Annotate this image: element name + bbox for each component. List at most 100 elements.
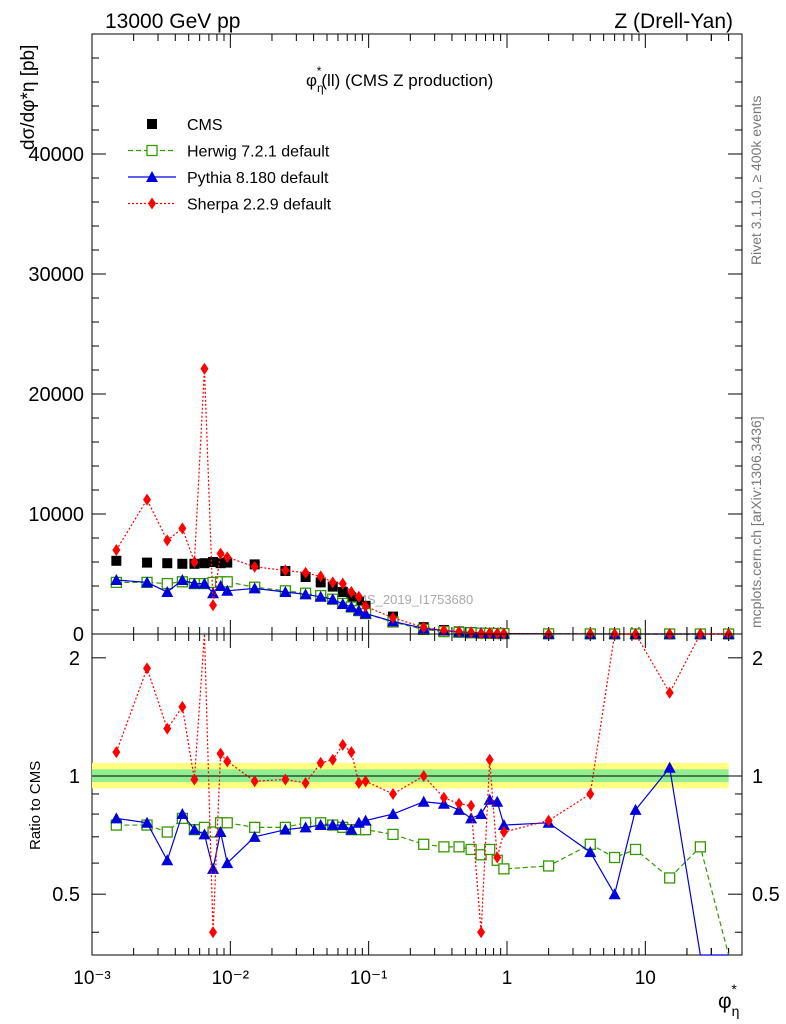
ratio-point — [586, 787, 595, 800]
ratio-point — [359, 814, 372, 826]
data-point — [316, 570, 325, 583]
plot-title: φη *(ll) (CMS Z production) — [306, 64, 493, 95]
data-point — [200, 362, 209, 375]
ratio-point — [608, 888, 621, 900]
y-tick-label: 0.5 — [52, 884, 80, 906]
ratio-point — [207, 862, 220, 874]
ratio-point — [584, 846, 597, 858]
ratio-point — [250, 775, 259, 788]
rivet-label: Rivet 3.1.10, ≥ 400k events — [748, 95, 764, 265]
legend-label: Herwig 7.2.1 default — [187, 144, 330, 161]
ratio-point — [664, 872, 676, 884]
main-ylabel: dσ/dφ*η [pb] — [18, 45, 39, 150]
data-point — [208, 557, 219, 567]
ratio-point — [190, 773, 199, 786]
data-point — [176, 574, 189, 585]
data-point — [301, 566, 310, 579]
ratio-point — [345, 823, 358, 835]
ratio-point — [279, 823, 292, 835]
legend-label: CMS — [187, 117, 223, 134]
y-tick-label: 40000 — [28, 144, 84, 166]
ratio-panel: 10⁻³ 10⁻² 10⁻¹ 1 10 0.5 0.5 1 1 2 2 Ratio to CMS φ… — [27, 633, 780, 1019]
ratio-point — [328, 753, 337, 766]
ratio-point — [484, 843, 496, 856]
x-tick-label: 10⁻¹ — [350, 968, 388, 989]
ratio-point — [299, 821, 312, 833]
y-tick-label-right: 2 — [752, 648, 763, 670]
data-point — [419, 621, 428, 634]
ratio-point — [198, 828, 211, 840]
ratio-point — [248, 830, 261, 842]
main-marks — [110, 362, 735, 640]
ratio-point — [188, 823, 201, 835]
legend-marker — [147, 119, 157, 129]
ratio-point — [418, 838, 430, 850]
ratio-point — [694, 841, 707, 853]
ratio-point — [141, 816, 154, 828]
data-point — [439, 624, 448, 637]
mcplots-label: mcplots.cern.ch [arXiv:1306.3436] — [748, 416, 764, 628]
ratio-point — [326, 819, 339, 831]
ratio-point — [475, 808, 488, 820]
legend-marker — [146, 144, 158, 157]
plot-title-sub: η — [317, 81, 324, 95]
data-point — [177, 558, 188, 569]
data-point — [111, 555, 122, 566]
ratio-point — [544, 814, 553, 827]
legend-label: Pythia 8.180 default — [187, 170, 329, 187]
x-tick-label: 10⁻³ — [73, 968, 111, 989]
ratio-xlabel: φη * — [718, 981, 739, 1019]
ratio-frame — [91, 633, 743, 956]
data-point — [467, 626, 476, 639]
x-tick-label: 1 — [502, 968, 513, 989]
ratio-point — [665, 686, 674, 699]
data-point — [326, 593, 339, 605]
ratio-marks — [110, 633, 730, 956]
data-point — [214, 580, 227, 591]
data-point — [198, 577, 211, 589]
ratio-point — [493, 851, 502, 864]
header-left: 13000 GeV pp — [105, 10, 240, 33]
ratio-point — [629, 843, 642, 856]
data-point — [314, 590, 327, 602]
data-point — [162, 558, 173, 569]
data-point — [209, 599, 218, 612]
data-point — [215, 558, 226, 569]
data-point — [336, 598, 349, 609]
data-point — [338, 577, 347, 590]
data-point — [477, 627, 486, 640]
ratio-series-line — [116, 766, 729, 956]
ratio-point — [498, 863, 510, 875]
ratio-point — [316, 756, 325, 769]
ratio-point — [455, 797, 464, 810]
ratio-point — [465, 812, 478, 824]
legend-marker — [148, 197, 156, 210]
ratio-point — [281, 773, 290, 786]
watermark: CMS_2019_I1753680 — [347, 592, 474, 607]
ratio-point — [336, 819, 349, 831]
data-point — [250, 560, 259, 573]
ratio-point — [112, 746, 121, 759]
legend-label: Sherpa 2.2.9 default — [187, 197, 332, 214]
data-point — [161, 586, 174, 597]
ratio-point — [143, 662, 152, 675]
data-point — [354, 590, 363, 603]
ratio-point — [417, 795, 430, 807]
ratio-point — [354, 776, 363, 789]
ratio-point — [338, 738, 347, 751]
y-tick-label-right: 1 — [752, 766, 763, 788]
data-point — [279, 586, 292, 597]
ratio-point — [110, 812, 123, 824]
data-point — [221, 584, 234, 596]
data-point — [347, 586, 356, 598]
ratio-point — [439, 791, 448, 804]
xlabel-sup: * — [731, 981, 737, 997]
ratio-point — [161, 854, 174, 866]
ratio-point — [663, 761, 676, 773]
data-point — [110, 574, 123, 585]
plot-title-rest: (ll) (CMS Z production) — [321, 71, 493, 90]
ratio-point — [542, 860, 555, 872]
ratio-point — [438, 841, 450, 853]
ratio-point — [499, 826, 508, 839]
